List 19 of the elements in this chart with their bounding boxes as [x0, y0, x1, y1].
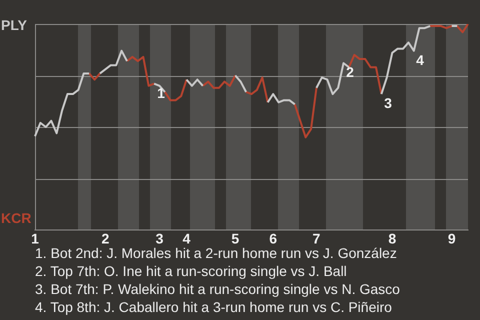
- annotation: 4: [415, 51, 425, 69]
- x-tick-label: 7: [312, 230, 321, 246]
- x-tick-label: 4: [182, 230, 191, 246]
- text: KCR: [1, 210, 32, 226]
- x-tick-label: 2: [101, 230, 110, 246]
- text: 2. Top 7th: O. Ine hit a run-scoring single vs J. Ball: [35, 262, 348, 280]
- text: 4. Top 8th: J. Caballero hit a 3-run home run vs C. Piñeiro: [35, 298, 393, 316]
- x-tick-label: 3: [156, 230, 164, 246]
- text: 1. Bot 2nd: J. Morales hit a 2-run home run vs J. González: [35, 244, 398, 262]
- x-tick-label: 6: [269, 230, 278, 246]
- x-tick-label: 9: [448, 230, 456, 246]
- text: PLY: [1, 17, 27, 33]
- annotation: 2: [345, 63, 355, 81]
- x-tick-label: 5: [231, 230, 240, 246]
- x-tick-label: 1: [31, 230, 40, 246]
- text: 3. Bot 7th: P. Walekino hit a run-scoring single vs N. Gasco: [35, 280, 400, 298]
- annotation: 3: [383, 94, 393, 112]
- x-tick-label: 8: [388, 230, 396, 246]
- annotation: 1: [156, 84, 166, 102]
